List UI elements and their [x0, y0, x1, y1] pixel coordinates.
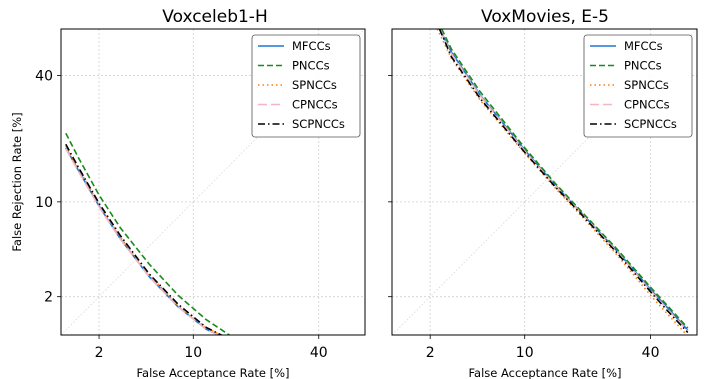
series-line-scpnccs — [438, 29, 689, 334]
legend: MFCCs PNCCs SPNCCs CPNCCs SCPNCCs — [583, 34, 693, 138]
x-tick-label: 40 — [642, 345, 660, 361]
series-line-pnccs — [440, 29, 689, 329]
legend-label: CPNCCs — [292, 98, 338, 112]
y-ticks: 2 10 40 — [35, 69, 61, 306]
series-line-scpnccs — [65, 143, 223, 335]
plot-area — [65, 132, 231, 335]
x-tick-label: 10 — [516, 345, 534, 361]
x-ticks: 2 10 40 — [426, 335, 660, 361]
plot-frame — [391, 28, 698, 336]
legend-label: SCPNCCs — [624, 117, 677, 131]
legend-label: PNCCs — [292, 59, 330, 73]
x-tick-label: 10 — [184, 345, 202, 361]
plot-area — [436, 29, 689, 335]
legend-label: PNCCs — [624, 59, 662, 73]
legend-box — [251, 34, 361, 138]
series-line-cpnccs — [438, 29, 689, 332]
legend-label: SCPNCCs — [292, 117, 345, 131]
plot-frame — [60, 28, 366, 336]
series-line-spnccs — [65, 145, 223, 335]
y-tick-label: 2 — [44, 290, 53, 306]
series-line-pnccs — [65, 132, 231, 335]
x-ticks: 2 10 40 — [95, 335, 328, 361]
y-tick-label: 40 — [35, 69, 53, 85]
chart-title: Voxceleb1-H — [162, 7, 267, 27]
chart-title: VoxMovies, E-5 — [481, 7, 609, 27]
y-axis-label: False Rejection Rate [%] — [10, 112, 24, 251]
x-axis-label: False Acceptance Rate [%] — [136, 366, 289, 379]
x-tick-label: 2 — [426, 345, 435, 361]
y-tick-label: 10 — [35, 195, 53, 211]
legend-label: CPNCCs — [624, 98, 670, 112]
y-ticks — [388, 75, 392, 298]
panel-voxmovies-e5: VoxMovies, E-5 2 10 40 False Acceptance Ra… — [388, 7, 698, 379]
legend-label: MFCCs — [292, 39, 331, 53]
x-tick-label: 40 — [310, 345, 328, 361]
x-tick-label: 2 — [95, 345, 104, 361]
legend: MFCCs PNCCs SPNCCs CPNCCs SCPNCCs — [251, 34, 361, 138]
legend-label: SPNCCs — [624, 78, 669, 92]
x-axis-label: False Acceptance Rate [%] — [468, 366, 621, 379]
legend-box — [583, 34, 693, 138]
legend-label: MFCCs — [624, 39, 663, 53]
panel-voxceleb1-h: Voxceleb1-H 2 10 40 2 10 40 False Acceptance… — [10, 7, 366, 379]
series-line-cpnccs — [65, 148, 221, 335]
grid — [392, 29, 697, 335]
legend-label: SPNCCs — [292, 78, 337, 92]
